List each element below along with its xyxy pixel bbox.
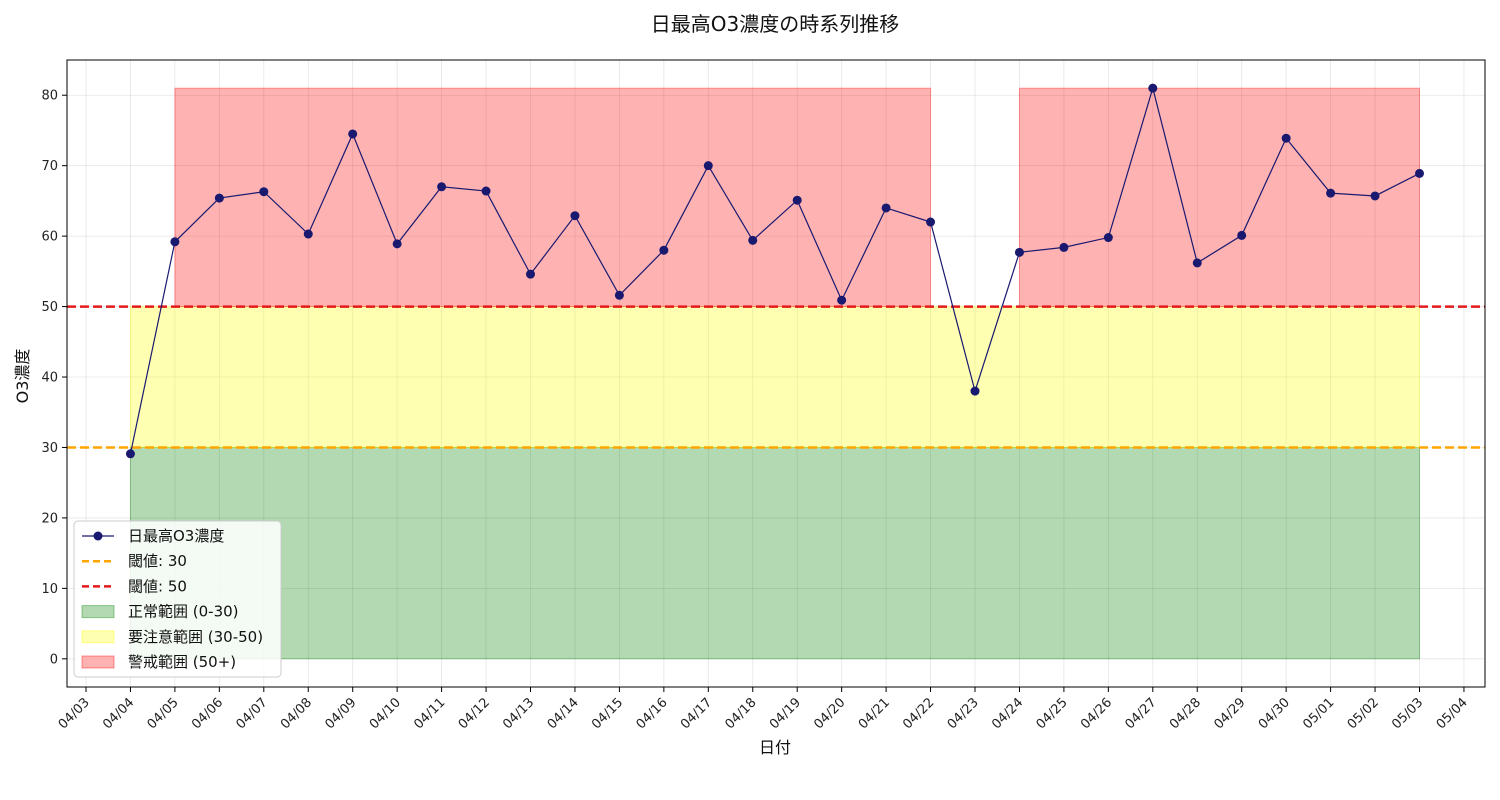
x-axis-label: 日付 <box>759 738 791 757</box>
x-tick-label: 04/25 <box>1034 695 1071 732</box>
x-tick-label: 04/20 <box>811 695 848 732</box>
band-1 <box>129 306 1421 448</box>
x-tick-label: 04/21 <box>856 695 893 732</box>
y-tick-label: 40 <box>41 371 58 386</box>
x-tick-label: 04/05 <box>145 695 182 732</box>
data-point <box>1415 168 1424 178</box>
band-2 <box>174 87 932 308</box>
x-tick-label: 04/07 <box>234 695 271 732</box>
plot-background <box>67 60 1485 687</box>
data-point <box>792 195 802 205</box>
x-tick-label: 04/13 <box>500 695 537 732</box>
legend-swatch-patch <box>81 605 115 619</box>
x-tick-label: 04/09 <box>322 695 359 732</box>
data-point <box>1059 242 1069 252</box>
data-point <box>1281 133 1291 143</box>
y-tick-label: 20 <box>41 511 58 526</box>
x-tick-label: 04/30 <box>1256 695 1293 732</box>
data-point <box>125 449 135 459</box>
data-point <box>170 237 180 247</box>
data-point <box>303 229 313 239</box>
x-tick-label: 05/01 <box>1300 695 1337 732</box>
x-tick-label: 04/08 <box>278 695 315 732</box>
data-point <box>1192 258 1202 268</box>
x-tick-label: 05/03 <box>1389 695 1426 732</box>
data-point <box>881 203 891 213</box>
data-point <box>659 245 669 255</box>
legend-label: 要注意範囲 (30-50) <box>128 628 263 646</box>
legend-swatch-patch <box>81 655 115 669</box>
x-tick-label: 04/22 <box>900 695 937 732</box>
x-tick-label: 04/24 <box>989 695 1026 732</box>
legend-box <box>73 520 282 678</box>
data-point <box>1370 191 1380 201</box>
x-tick-label: 05/02 <box>1345 695 1382 732</box>
x-tick-label: 04/06 <box>189 695 226 732</box>
band-0 <box>129 446 1421 660</box>
legend-label: 閾値: 50 <box>128 577 187 595</box>
x-tick-label: 04/19 <box>767 695 804 732</box>
band-2 <box>1018 87 1420 308</box>
x-tick-label: 04/23 <box>945 695 982 732</box>
data-point <box>348 129 358 139</box>
data-point <box>1014 247 1024 257</box>
x-tick-label: 04/27 <box>1123 695 1160 732</box>
data-point <box>481 186 491 196</box>
data-point <box>703 161 713 171</box>
y-tick-label: 30 <box>41 441 58 456</box>
data-point <box>926 217 936 227</box>
data-point <box>1103 233 1113 243</box>
x-tick-label: 05/04 <box>1434 695 1471 732</box>
data-point <box>837 295 847 305</box>
data-point <box>970 386 980 396</box>
legend-swatch-patch <box>81 630 115 644</box>
y-axis-label: O3濃度 <box>13 349 32 404</box>
legend-label: 正常範囲 (0-30) <box>128 603 239 621</box>
x-tick-label: 04/15 <box>589 695 626 732</box>
data-point <box>570 211 580 221</box>
legend-label: 警戒範囲 (50+) <box>128 653 236 671</box>
x-tick-label: 04/03 <box>56 695 93 732</box>
data-point <box>392 239 402 249</box>
legend-swatch-marker <box>93 531 103 541</box>
data-point <box>614 290 624 300</box>
data-point <box>437 182 447 192</box>
x-tick-label: 04/29 <box>1211 695 1248 732</box>
x-tick-label: 04/16 <box>634 695 671 732</box>
legend-label: 日最高O3濃度 <box>128 527 224 545</box>
axes-frame <box>66 59 1486 688</box>
y-tick-label: 80 <box>41 89 58 104</box>
data-point <box>1326 188 1336 198</box>
y-tick-label: 60 <box>41 230 58 245</box>
x-tick-label: 04/14 <box>545 695 582 732</box>
x-tick-label: 04/11 <box>411 695 448 732</box>
y-tick-label: 70 <box>41 159 58 174</box>
data-point <box>1148 83 1158 93</box>
data-point <box>526 269 535 279</box>
chart-title: 日最高O3濃度の時系列推移 <box>651 12 899 36</box>
series-line <box>129 85 1420 454</box>
x-tick-label: 04/28 <box>1167 695 1204 732</box>
data-point <box>259 187 269 197</box>
y-tick-label: 50 <box>41 300 58 315</box>
data-point <box>214 193 224 203</box>
y-tick-label: 0 <box>50 652 58 667</box>
x-tick-label: 04/10 <box>367 695 404 732</box>
y-tick-label: 10 <box>41 582 58 597</box>
data-point <box>748 235 758 245</box>
data-point <box>1237 230 1247 240</box>
x-tick-label: 04/04 <box>100 695 137 732</box>
x-tick-label: 04/26 <box>1078 695 1115 732</box>
x-tick-label: 04/17 <box>678 695 715 732</box>
x-tick-label: 04/12 <box>456 695 493 732</box>
x-tick-label: 04/18 <box>722 695 759 732</box>
legend-label: 閾値: 30 <box>128 552 187 570</box>
